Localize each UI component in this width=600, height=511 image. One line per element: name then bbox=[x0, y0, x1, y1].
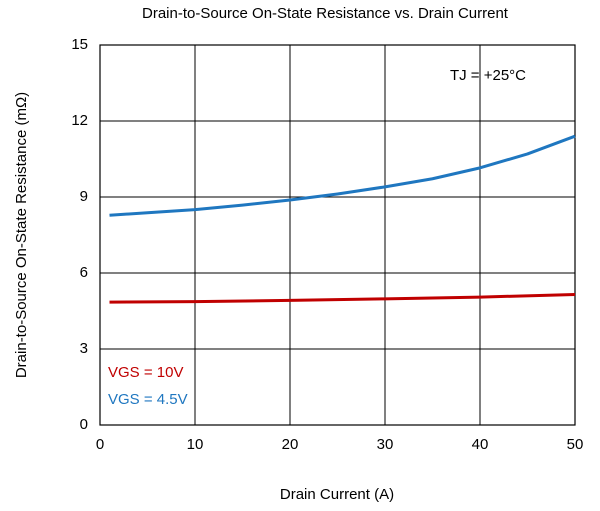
y-tick-label: 15 bbox=[71, 36, 88, 53]
x-tick-label: 40 bbox=[472, 436, 489, 453]
plot-border bbox=[99, 44, 576, 426]
y-tick-label: 6 bbox=[80, 264, 88, 281]
x-axis-label: Drain Current (A) bbox=[280, 486, 394, 503]
y-tick-label: 3 bbox=[80, 340, 88, 357]
chart-title: Drain-to-Source On-State Resistance vs. … bbox=[142, 5, 509, 22]
y-axis-label: Drain-to-Source On-State Resistance (mΩ) bbox=[13, 92, 30, 378]
legend-label: VGS = 4.5V bbox=[108, 391, 188, 408]
y-tick-label: 9 bbox=[80, 188, 88, 205]
x-tick-label: 0 bbox=[96, 436, 104, 453]
y-tick-label: 0 bbox=[80, 416, 88, 433]
x-tick-label: 20 bbox=[282, 436, 299, 453]
x-tick-label: 30 bbox=[377, 436, 394, 453]
x-tick-label: 10 bbox=[187, 436, 204, 453]
x-tick-label: 50 bbox=[567, 436, 584, 453]
legend-label: VGS = 10V bbox=[108, 364, 183, 381]
series-line bbox=[109, 293, 576, 304]
y-tick-label: 12 bbox=[71, 112, 88, 129]
annotation: TJ = +25°C bbox=[450, 67, 526, 84]
series-line bbox=[109, 134, 576, 217]
